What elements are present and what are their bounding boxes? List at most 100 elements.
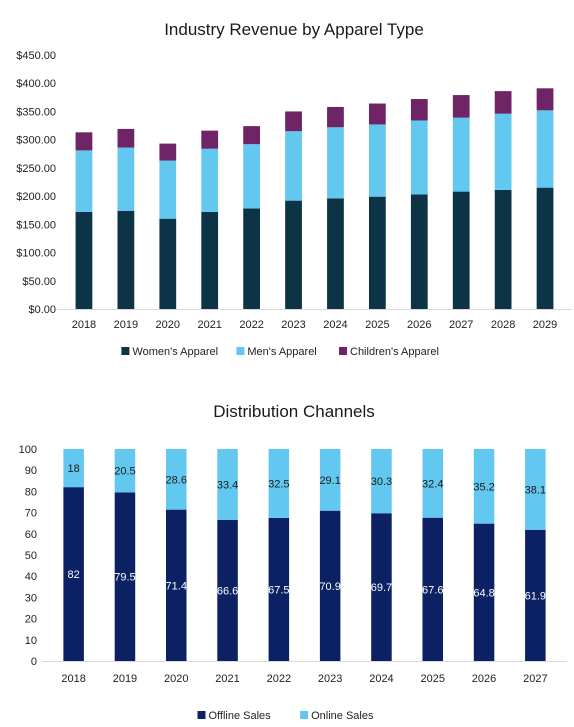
bar-segment xyxy=(410,99,428,121)
data-label: 32.5 xyxy=(268,478,289,490)
bar-segment xyxy=(159,143,177,161)
distribution-chart: Distribution Channels 0 10 20 30 40 50 60 70 80 9… xyxy=(19,402,567,722)
x-tick-label: 2020 xyxy=(164,673,188,685)
bar-segment xyxy=(63,449,84,488)
y-tick-label: $250.00 xyxy=(16,163,56,175)
data-label: 18 xyxy=(68,463,80,475)
x-tick-label: 2019 xyxy=(114,319,138,331)
y-tick-label: $50.00 xyxy=(22,276,56,288)
y-tick-label: $150.00 xyxy=(16,219,56,231)
data-label: 32.4 xyxy=(422,478,443,490)
legend-swatch xyxy=(236,347,245,355)
x-tick-label: 2021 xyxy=(197,319,221,331)
x-tick-label: 2023 xyxy=(281,319,305,331)
bar-segment xyxy=(268,517,290,661)
bar-segment xyxy=(410,194,428,309)
bar-segment xyxy=(285,200,302,309)
legend-label: Women's Apparel xyxy=(132,346,218,358)
bar-segment xyxy=(243,144,261,209)
revenue-chart: Industry Revenue by Apparel Type $0.00 $5… xyxy=(16,20,572,358)
legend-swatch xyxy=(300,711,309,719)
bar-segment xyxy=(422,449,444,518)
x-tick-label: 2018 xyxy=(61,673,85,685)
bar-segment xyxy=(117,210,135,309)
y-tick-label: 80 xyxy=(25,486,37,498)
y-tick-label: $0.00 xyxy=(28,304,56,316)
x-tick-label: 2024 xyxy=(369,673,393,685)
y-tick-label: 100 xyxy=(19,444,37,456)
bar-segment xyxy=(159,160,177,219)
x-tick-label: 2025 xyxy=(365,319,389,331)
x-tick-label: 2023 xyxy=(318,673,342,685)
bar-segment xyxy=(422,517,444,661)
x-tick-label: 2025 xyxy=(421,673,445,685)
bar-segment xyxy=(165,449,187,510)
x-tick-label: 2019 xyxy=(113,673,137,685)
bar-segment xyxy=(319,510,341,661)
data-label: 28.6 xyxy=(166,474,187,486)
bar-segment xyxy=(159,218,177,309)
bar-segment xyxy=(452,117,470,192)
bar-segment xyxy=(75,132,93,151)
y-tick-label: 30 xyxy=(25,592,37,604)
data-label: 70.9 xyxy=(319,581,340,593)
x-tick-label: 2027 xyxy=(449,319,473,331)
bar-segment xyxy=(368,103,386,125)
y-tick-label: $350.00 xyxy=(16,106,56,118)
y-tick-label: 70 xyxy=(25,508,37,520)
bar-segment xyxy=(536,88,554,111)
bar-segment xyxy=(368,124,386,197)
bar-segment xyxy=(327,127,344,199)
data-label: 69.7 xyxy=(371,582,392,594)
bar-segment xyxy=(201,130,219,149)
x-tick-label: 2026 xyxy=(407,319,431,331)
legend-swatch xyxy=(121,347,130,355)
bar-segment xyxy=(368,196,386,309)
bar-segment xyxy=(452,191,470,309)
y-tick-label: $400.00 xyxy=(16,78,56,90)
y-tick-label: 10 xyxy=(25,635,37,647)
bar-segment xyxy=(285,131,302,201)
bar-segment xyxy=(165,509,187,661)
bar-segment xyxy=(319,449,341,511)
data-label: 67.5 xyxy=(268,584,289,596)
x-tick-label: 2029 xyxy=(533,319,557,331)
bar-segment xyxy=(525,449,546,530)
data-label: 64.8 xyxy=(473,587,494,599)
y-tick-label: $300.00 xyxy=(16,135,56,147)
data-label: 66.6 xyxy=(217,585,238,597)
y-tick-label: 40 xyxy=(25,571,37,583)
bar-segment xyxy=(243,126,261,145)
bar-segment xyxy=(410,120,428,195)
data-label: 79.5 xyxy=(114,572,135,584)
x-tick-label: 2020 xyxy=(156,319,180,331)
y-tick-label: $100.00 xyxy=(16,248,56,260)
y-tick-label: 90 xyxy=(25,465,37,477)
x-tick-label: 2027 xyxy=(523,673,547,685)
bar-segment xyxy=(75,211,93,309)
bar-segment xyxy=(452,95,470,118)
y-tick-label: $200.00 xyxy=(16,191,56,203)
bar-segment xyxy=(117,147,135,211)
data-label: 20.5 xyxy=(114,466,135,478)
y-tick-label: $450.00 xyxy=(16,50,56,62)
x-tick-label: 2022 xyxy=(267,673,291,685)
bar-segment xyxy=(473,449,495,524)
bar-segment xyxy=(371,449,392,514)
bar-segment xyxy=(243,208,261,309)
chart-title: Industry Revenue by Apparel Type xyxy=(164,20,424,39)
bar-segment xyxy=(494,189,512,309)
y-tick-label: 0 xyxy=(31,656,37,668)
bar-segment xyxy=(201,211,219,309)
bar-segment xyxy=(327,106,344,128)
data-label: 71.4 xyxy=(166,580,187,592)
bar-segment xyxy=(114,492,136,661)
bar-segment xyxy=(371,513,392,661)
x-tick-label: 2022 xyxy=(239,319,263,331)
data-label: 61.9 xyxy=(525,590,546,602)
y-tick-label: 50 xyxy=(25,550,37,562)
bar-segment xyxy=(473,523,495,661)
legend-label: Online Sales xyxy=(311,710,374,722)
bar-segment xyxy=(75,150,93,212)
bar-segment xyxy=(114,449,136,493)
